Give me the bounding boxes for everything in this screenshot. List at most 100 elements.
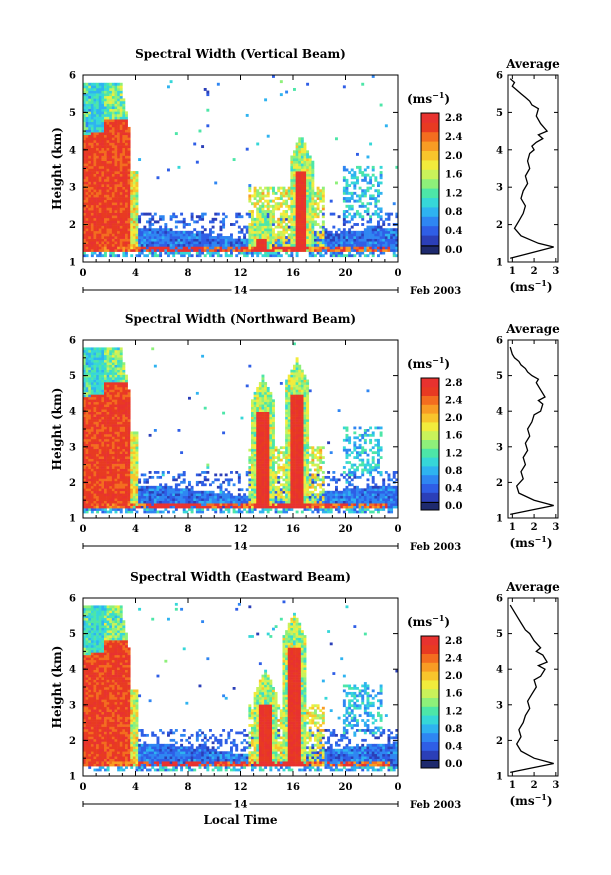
heatmap-cell xyxy=(245,500,249,504)
heatmap-cell xyxy=(106,384,110,388)
heatmap-cell xyxy=(174,225,178,229)
heatmap-cell xyxy=(348,207,352,211)
heatmap-cell xyxy=(83,421,86,425)
heatmap-cell xyxy=(153,220,157,224)
heatmap-cell xyxy=(177,488,181,492)
heatmap-cell xyxy=(243,249,247,252)
heatmap-cell xyxy=(306,202,310,206)
heatmap-cell xyxy=(219,246,223,250)
heatmap-cell xyxy=(96,377,100,380)
heatmap-cell xyxy=(143,505,147,509)
heatmap-cell xyxy=(130,441,134,445)
heatmap-cell xyxy=(374,202,378,206)
heatmap-cell xyxy=(132,178,136,182)
heatmap-cell xyxy=(125,171,128,174)
heatmap-cell xyxy=(90,503,94,506)
heatmap-cell xyxy=(164,249,168,252)
heatmap-cell xyxy=(203,236,207,239)
heatmap-cell xyxy=(256,495,260,499)
heatmap-cell xyxy=(269,236,273,239)
heatmap-cell xyxy=(256,498,260,501)
heatmap-cell xyxy=(101,246,105,250)
heatmap-cell xyxy=(114,374,118,378)
heatmap-cell xyxy=(106,238,110,242)
heatmap-cell xyxy=(104,359,107,363)
heatmap-cell xyxy=(340,233,344,237)
heatmap-cell xyxy=(182,505,186,509)
heatmap-cell xyxy=(206,236,210,239)
heatmap-cell xyxy=(104,478,107,482)
heatmap-cell xyxy=(337,241,341,245)
heatmap-cell xyxy=(379,249,383,252)
heatmap-cell xyxy=(198,498,202,501)
heatmap-cell xyxy=(369,215,373,219)
heatmap-cell xyxy=(83,379,86,383)
heatmap-cell xyxy=(311,236,315,239)
heatmap-cell xyxy=(290,186,294,190)
heatmap-cell xyxy=(148,498,152,501)
heatmap-cell xyxy=(125,178,128,182)
heatmap-cell xyxy=(83,191,86,195)
heatmap-cell xyxy=(311,249,315,252)
heatmap-cell xyxy=(167,485,170,489)
heatmap-cell xyxy=(216,500,220,504)
heatmap-cell xyxy=(235,503,239,506)
heatmap-cell xyxy=(122,473,126,477)
heatmap-cell xyxy=(88,184,92,187)
heatmap-cell xyxy=(290,199,294,203)
heatmap-cell xyxy=(127,426,131,430)
heatmap-cell xyxy=(104,228,107,232)
heatmap-cell xyxy=(266,241,270,245)
heatmap-cell xyxy=(114,121,118,125)
heatmap-cell xyxy=(222,495,226,499)
heatmap-cell xyxy=(101,116,105,120)
heatmap-cell xyxy=(135,220,139,224)
heatmap-cell xyxy=(177,230,181,234)
heatmap-cell xyxy=(219,473,223,477)
heatmap-cell xyxy=(224,495,228,499)
heatmap-cell xyxy=(248,233,252,237)
heatmap-cell xyxy=(164,241,168,245)
heatmap-cell xyxy=(180,220,184,224)
heatmap-cell xyxy=(127,488,131,492)
heatmap-cell xyxy=(384,124,388,128)
heatmap-cell xyxy=(227,493,231,497)
heatmap-cell xyxy=(174,233,178,237)
heatmap-cell xyxy=(106,158,110,162)
heatmap-cell xyxy=(363,233,367,237)
heatmap-cell xyxy=(253,236,257,239)
heatmap-cell xyxy=(114,401,118,405)
heatmap-cell xyxy=(285,230,289,234)
heatmap-cell xyxy=(216,495,220,499)
heatmap-cell xyxy=(101,194,105,198)
heatmap-cell xyxy=(119,103,123,107)
heatmap-cell xyxy=(195,220,199,224)
heatmap-cell xyxy=(88,134,92,138)
heatmap-cell xyxy=(377,199,380,203)
heatmap-cell xyxy=(277,189,281,193)
heatmap-cell xyxy=(111,142,115,146)
heatmap-cell xyxy=(93,485,97,489)
heatmap-cell xyxy=(311,176,315,180)
heatmap-cell xyxy=(90,433,94,437)
heatmap-cell xyxy=(303,160,307,164)
heatmap-cell xyxy=(122,121,126,125)
heatmap-cell xyxy=(240,505,244,509)
heatmap-cell xyxy=(219,503,223,506)
heatmap-cell xyxy=(135,453,139,457)
heatmap-cell xyxy=(151,505,155,509)
heatmap-cell xyxy=(90,478,94,482)
heatmap-cell xyxy=(98,233,102,237)
heatmap-cell xyxy=(148,223,152,226)
heatmap-cell xyxy=(88,508,92,511)
colorbar-segment xyxy=(421,244,439,255)
heatmap-cell xyxy=(156,246,160,250)
heatmap-cell xyxy=(114,463,118,467)
heatmap-cell xyxy=(253,399,257,403)
heatmap-cell xyxy=(180,473,184,477)
heatmap-cell xyxy=(111,389,115,393)
heatmap-cell xyxy=(114,416,118,420)
heatmap-cell xyxy=(83,163,86,167)
heatmap-cell xyxy=(104,163,107,167)
colorbar-unit: (ms−1) xyxy=(407,90,450,106)
